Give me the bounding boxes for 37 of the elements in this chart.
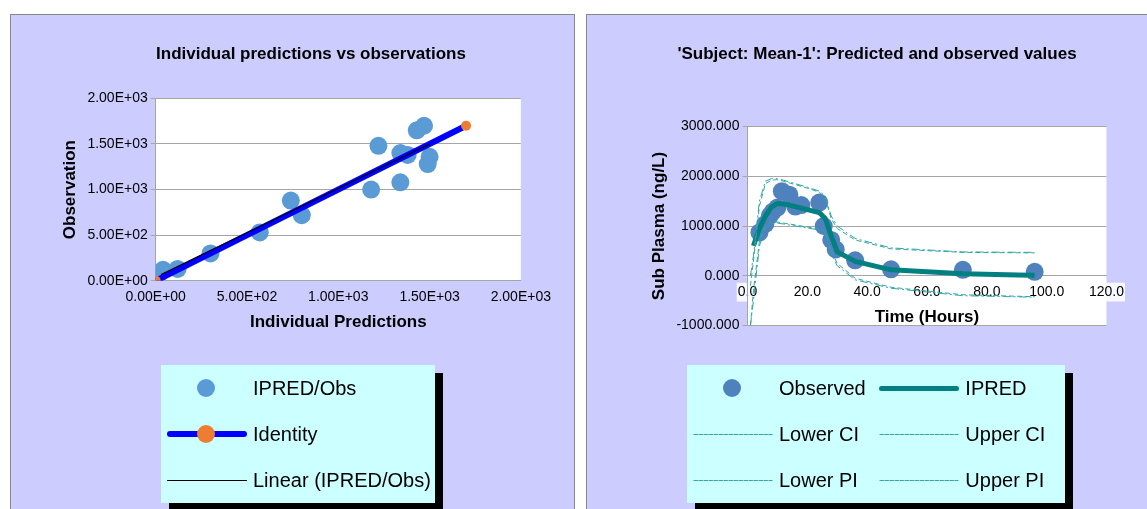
y-tick-label: -1000.000 [676,316,740,333]
legend-label: Upper CI [965,422,1046,446]
legend-label: Observed [779,376,866,400]
x-tick-label: 1.00E+03 [308,288,369,305]
x-tick-label: 100.0 [1029,283,1065,300]
y-axis-title: Observation [59,140,79,240]
x-tick-label: 0.00E+00 [125,288,187,305]
legend-label: Identity [253,422,318,446]
y-tick-label: 5.00E+02 [87,226,148,243]
legend-label: Lower PI [779,468,858,492]
y-axis-title: Sub Plasma (ng/L) [648,151,668,301]
chart-title: Individual predictions vs observations [155,43,467,65]
x-tick-label: 60.0 [913,283,941,300]
y-tick-label: 0.00E+00 [87,271,148,288]
x-tick-label: 80.0 [973,283,1001,300]
x-tick-label: 5.00E+02 [216,288,278,305]
y-tick-label: 1.50E+03 [87,134,148,151]
chart-title: 'Subject: Mean-1': Predicted and observed values [677,43,1077,65]
x-axis-title: Individual Predictions [249,312,427,332]
x-tick-label: 0.0 [737,283,758,300]
y-tick-label: 1000.000 [681,216,740,233]
legend-label: IPRED/Obs [253,376,357,400]
x-tick-label: 120.0 [1088,283,1125,300]
x-tick-label: 40.0 [853,283,881,300]
y-tick-label: 0.000 [704,266,740,283]
y-tick-label: 3000.000 [681,117,740,134]
x-tick-label: 1.50E+03 [399,288,460,305]
legend-label: Upper PI [965,468,1045,492]
x-tick-label: 20.0 [793,283,822,300]
x-tick-label: 2.00E+03 [490,288,552,305]
y-tick-label: 2000.000 [681,167,740,184]
y-tick-label: 1.00E+03 [87,180,148,197]
x-axis-title: Time (Hours) [874,307,980,327]
legend-label: Lower CI [779,422,860,446]
legend-label: Linear (IPRED/Obs) [253,468,431,492]
legend-label: IPRED [965,376,1027,400]
y-tick-label: 2.00E+03 [87,89,148,106]
